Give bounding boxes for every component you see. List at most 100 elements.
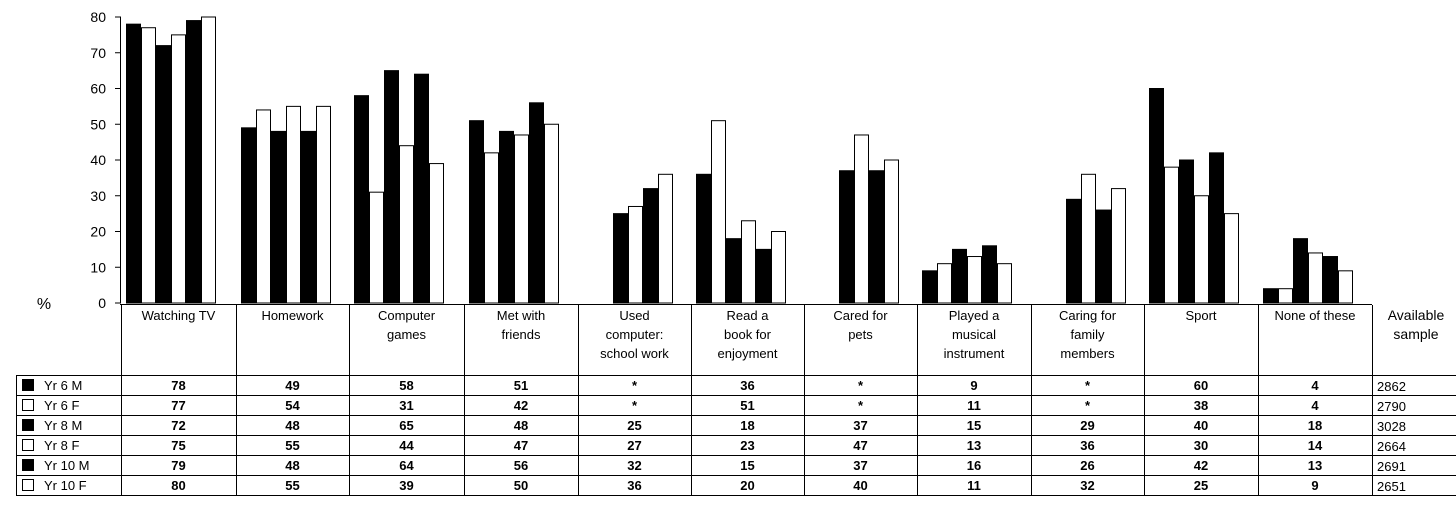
table-cell-value: 36 xyxy=(740,378,754,393)
series-name: Yr 6 M xyxy=(44,378,82,393)
table-cell-value: 14 xyxy=(1308,438,1323,453)
bar xyxy=(839,170,854,304)
bar xyxy=(529,102,544,304)
table-cell-value: 79 xyxy=(171,458,185,473)
sample-cell-value: 3028 xyxy=(1377,419,1406,434)
table-cell-value: 25 xyxy=(1194,478,1208,493)
table-cell-value: 26 xyxy=(1080,458,1094,473)
table-cell-value: 31 xyxy=(399,398,413,413)
legend-swatch xyxy=(22,379,34,391)
table-cell-value: 40 xyxy=(853,478,867,493)
bar xyxy=(771,231,786,304)
category-header-label: Met with xyxy=(497,308,545,323)
y-tick-label: 80 xyxy=(90,9,106,25)
bar xyxy=(711,120,726,304)
table-cell-value: 16 xyxy=(967,458,981,473)
table-cell-value: 23 xyxy=(740,438,754,453)
bar xyxy=(369,191,384,304)
table-cell-value: * xyxy=(1085,378,1091,393)
table-cell-value: 9 xyxy=(1311,478,1318,493)
category-header-label: members xyxy=(1060,346,1115,361)
y-tick-label: 20 xyxy=(90,224,106,240)
bar xyxy=(952,248,967,304)
y-tick-label: 10 xyxy=(90,259,106,275)
series-name: Yr 10 F xyxy=(44,478,87,493)
table-cell-value: 58 xyxy=(399,378,413,393)
bar xyxy=(499,130,514,304)
table-cell-value: 42 xyxy=(1194,458,1208,473)
table-cell-value: 29 xyxy=(1080,418,1094,433)
table-cell-value: 56 xyxy=(514,458,528,473)
legend-swatch xyxy=(22,459,34,471)
sample-cell-value: 2862 xyxy=(1377,379,1406,394)
bar xyxy=(967,256,982,304)
series-name: Yr 8 M xyxy=(44,418,82,433)
table-cell-value: 4 xyxy=(1311,398,1319,413)
bar xyxy=(156,45,171,304)
category-header-label: Computer xyxy=(378,308,436,323)
table-cell-value: 18 xyxy=(740,418,754,433)
category-header-label: enjoyment xyxy=(718,346,778,361)
y-axis-label: % xyxy=(37,296,51,313)
table-cell-value: 36 xyxy=(627,478,641,493)
bar xyxy=(126,23,141,304)
y-tick-label: 50 xyxy=(90,116,106,132)
bar xyxy=(696,173,711,304)
table-cell-value: 32 xyxy=(627,458,641,473)
table-cell-value: 80 xyxy=(171,478,185,493)
category-header-label: computer: xyxy=(606,327,664,342)
table-cell-value: 20 xyxy=(740,478,754,493)
bar xyxy=(384,70,399,304)
table-cell-value: 37 xyxy=(853,458,867,473)
category-header-label: book for xyxy=(724,327,772,342)
category-header-label: games xyxy=(387,327,427,342)
legend-swatch xyxy=(22,439,34,451)
bar xyxy=(271,130,286,304)
legend-swatch xyxy=(22,399,34,411)
bar xyxy=(256,109,271,304)
bar xyxy=(1338,270,1353,304)
bar xyxy=(1081,173,1096,304)
bar xyxy=(1263,288,1278,304)
table-cell-value: 51 xyxy=(740,398,754,413)
bar xyxy=(399,145,414,304)
table-cell-value: 55 xyxy=(285,478,299,493)
y-axis: 0 10 20 30 40 50 60 70 80% xyxy=(37,9,121,313)
table-cell-value: 75 xyxy=(171,438,185,453)
table-cell-value: 54 xyxy=(285,398,300,413)
table-cell-value: 47 xyxy=(853,438,867,453)
category-header-label: Sport xyxy=(1185,308,1216,323)
category-header-label: Played a xyxy=(949,308,1000,323)
legend-swatch xyxy=(22,479,34,491)
bar xyxy=(1308,252,1323,304)
sample-cell-value: 2651 xyxy=(1377,479,1406,494)
bar xyxy=(1278,288,1293,304)
bar xyxy=(1194,195,1209,304)
bar xyxy=(741,220,756,304)
bar xyxy=(1066,198,1081,304)
category-header-label: family xyxy=(1071,327,1105,342)
series-name: Yr 8 F xyxy=(44,438,79,453)
bar xyxy=(1164,166,1179,304)
bar xyxy=(613,213,628,304)
table-cell-value: 78 xyxy=(171,378,185,393)
bar xyxy=(982,245,997,304)
table-cell-value: 11 xyxy=(967,398,981,413)
sample-cell-value: 2664 xyxy=(1377,439,1406,454)
bar xyxy=(869,170,884,304)
bar xyxy=(1096,209,1111,304)
table-cell-value: 15 xyxy=(740,458,754,473)
table-cell-value: 40 xyxy=(1194,418,1208,433)
table-cell-value: 51 xyxy=(514,378,528,393)
category-header-label: None of these xyxy=(1275,308,1356,323)
table-cell-value: 32 xyxy=(1080,478,1094,493)
table-cell-value: 72 xyxy=(171,418,185,433)
category-header-label: Watching TV xyxy=(142,308,216,323)
table-cell-value: 18 xyxy=(1308,418,1322,433)
sample-cell-value: 2790 xyxy=(1377,399,1406,414)
table-cell-value: 15 xyxy=(967,418,981,433)
y-tick-label: 40 xyxy=(90,152,106,168)
bar xyxy=(171,34,186,304)
bar xyxy=(484,152,499,304)
sample-cell-value: 2691 xyxy=(1377,459,1406,474)
